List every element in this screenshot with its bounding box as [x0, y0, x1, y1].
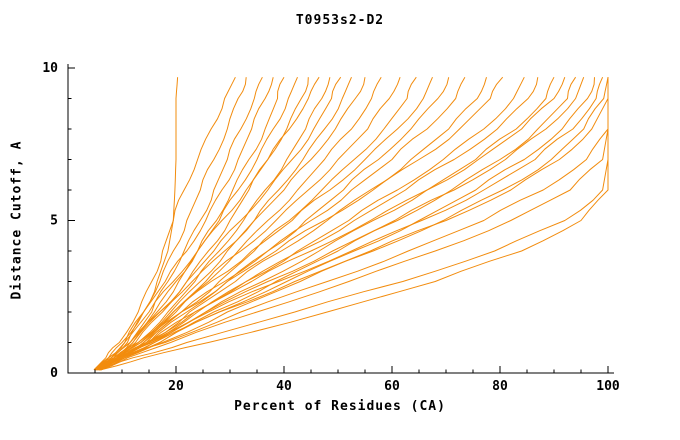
x-tick-label: 20 [168, 379, 184, 394]
model-curve [98, 76, 352, 371]
y-tick-label: 5 [50, 214, 58, 229]
model-curve [94, 77, 179, 371]
model-curve [96, 76, 466, 371]
model-curve [94, 76, 320, 371]
model-curve [96, 76, 298, 371]
model-curve [97, 76, 417, 371]
model-curve [100, 77, 331, 371]
model-curve [94, 77, 366, 371]
y-tick-label: 10 [42, 61, 58, 76]
y-axis-title: Distance Cutoff, A [9, 140, 25, 300]
model-curve [97, 77, 609, 371]
model-curve [94, 77, 274, 371]
x-tick-label: 100 [596, 379, 620, 394]
x-axis-title: Percent of Residues (CA) [234, 399, 446, 414]
chart-title: T0953s2-D2 [295, 13, 385, 28]
model-curve [94, 77, 566, 371]
model-curve [96, 76, 342, 371]
x-tick-label: 80 [492, 379, 508, 394]
axes [67, 64, 614, 374]
model-curve [100, 77, 609, 371]
model-curve [94, 76, 604, 371]
y-tick-label: 0 [50, 366, 58, 381]
model-curve [98, 76, 285, 371]
model-curve [93, 76, 236, 371]
x-tick-label: 60 [384, 379, 400, 394]
model-curve [97, 76, 263, 371]
x-tick-label: 40 [276, 379, 292, 394]
model-curve [94, 76, 504, 371]
model-curve [94, 76, 433, 371]
